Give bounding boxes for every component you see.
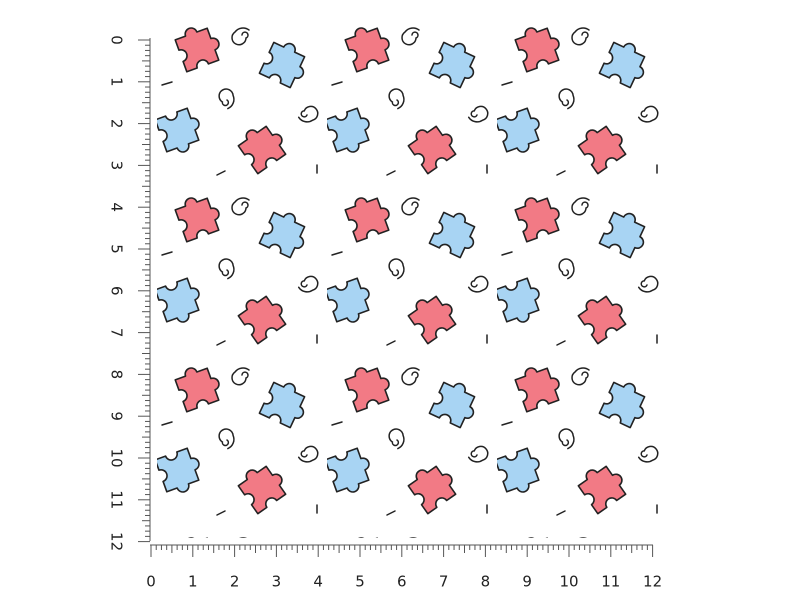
bottom-ruler-label: 9 <box>522 573 532 591</box>
bottom-ruler-label: 8 <box>481 573 491 591</box>
bottom-ruler-label: 7 <box>439 573 449 591</box>
bottom-ruler-label: 6 <box>397 573 407 591</box>
bottom-ruler-label: 10 <box>559 573 578 591</box>
left-ruler-label: 7 <box>108 328 126 338</box>
left-ruler-label: 0 <box>108 35 126 45</box>
bottom-ruler-label: 0 <box>146 573 156 591</box>
left-ruler-label: 1 <box>108 77 126 87</box>
bottom-ruler-label: 3 <box>272 573 282 591</box>
left-ruler-label: 6 <box>108 286 126 296</box>
bottom-ruler-label: 11 <box>601 573 620 591</box>
left-ruler-label: 10 <box>108 448 126 467</box>
left-ruler-label: 4 <box>108 202 126 212</box>
left-ruler-label: 11 <box>108 490 126 509</box>
left-ruler-label: 12 <box>108 532 126 551</box>
bottom-ruler-label: 5 <box>355 573 365 591</box>
bottom-ruler-label: 1 <box>188 573 198 591</box>
left-ruler-label: 8 <box>108 370 126 380</box>
bottom-ruler-label: 12 <box>643 573 662 591</box>
bottom-ruler-label: 4 <box>313 573 323 591</box>
pattern-swatch <box>157 15 660 538</box>
left-ruler-label: 9 <box>108 411 126 421</box>
left-ruler-label: 3 <box>108 161 126 171</box>
left-ruler-label: 2 <box>107 119 125 129</box>
left-ruler-label: 5 <box>108 244 126 254</box>
bottom-ruler-label: 2 <box>230 573 240 591</box>
